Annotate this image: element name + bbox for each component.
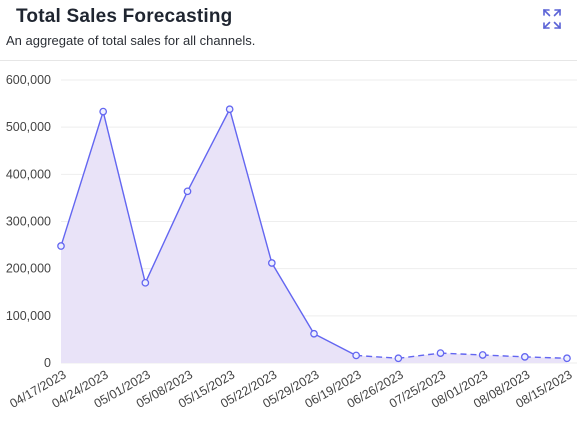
y-tick-label: 100,000	[6, 309, 51, 323]
area-chart: 0 100,000 200,000 300,000 400,000 500,000 600,…	[6, 73, 577, 411]
data-point[interactable]	[520, 353, 529, 361]
y-tick-label: 300,000	[6, 215, 51, 229]
data-point[interactable]	[563, 354, 571, 363]
chart-subtitle: An aggregate of total sales for all chan…	[6, 33, 256, 48]
series-line-segment	[228, 109, 273, 264]
series-line-segment	[356, 354, 399, 359]
data-point[interactable]	[436, 349, 445, 357]
data-point[interactable]	[225, 105, 234, 114]
data-point[interactable]	[394, 354, 403, 363]
expand-icon	[543, 9, 561, 29]
data-point[interactable]	[183, 187, 192, 196]
series-line-segment	[144, 191, 189, 284]
series-line-segment	[60, 111, 104, 247]
data-point[interactable]	[478, 351, 487, 359]
series-line-segment	[440, 352, 483, 356]
point-layer	[57, 105, 571, 363]
series-line-segment	[482, 354, 525, 358]
series-line-segment	[398, 352, 441, 359]
data-point[interactable]	[352, 351, 361, 360]
data-point[interactable]	[267, 259, 276, 267]
y-tick-label: 0	[44, 356, 51, 370]
line-layer	[60, 108, 568, 359]
series-line-segment	[102, 111, 147, 283]
expand-button[interactable]	[538, 6, 566, 32]
data-point[interactable]	[310, 329, 318, 338]
y-tick-label: 500,000	[6, 120, 51, 134]
y-axis: 0 100,000 200,000 300,000 400,000 500,000 600,…	[6, 73, 51, 370]
data-point[interactable]	[57, 242, 65, 250]
chart-title: Total Sales Forecasting	[16, 6, 233, 27]
y-tick-label: 200,000	[6, 262, 51, 276]
series-area	[61, 109, 567, 363]
y-tick-label: 600,000	[6, 73, 51, 87]
x-axis: 04/17/202304/24/202305/01/202305/08/2023…	[7, 367, 574, 410]
y-tick-label: 400,000	[6, 167, 51, 181]
series-line-segment	[524, 356, 568, 359]
card-header: Total Sales Forecasting An aggregate of …	[0, 0, 577, 61]
chart-area: 0 100,000 200,000 300,000 400,000 500,000 600,…	[0, 60, 577, 426]
series-line-segment	[271, 262, 315, 335]
data-point[interactable]	[99, 107, 108, 116]
series-line-segment	[313, 333, 357, 357]
data-point[interactable]	[141, 278, 150, 287]
series-line-segment	[186, 108, 231, 192]
area-layer	[61, 109, 567, 363]
